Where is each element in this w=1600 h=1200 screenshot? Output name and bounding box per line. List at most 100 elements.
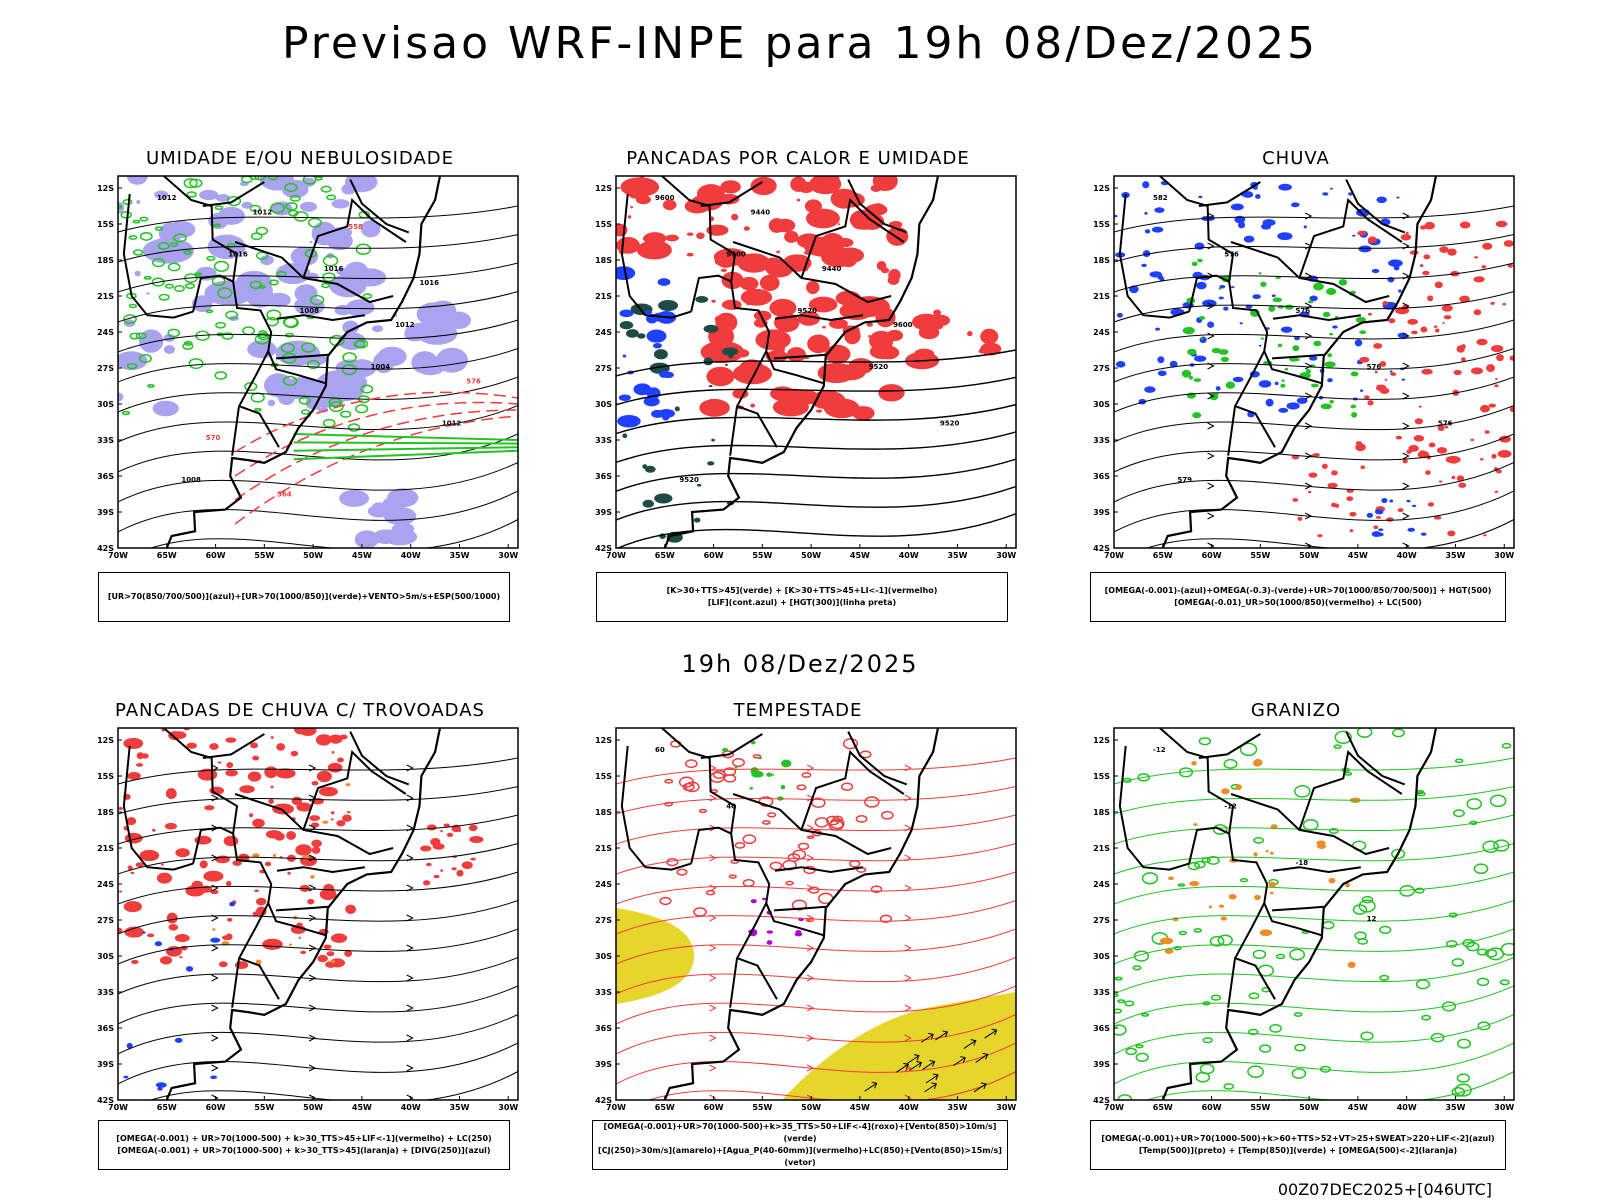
field-contour <box>785 880 795 886</box>
field-patch <box>1378 528 1384 532</box>
field-patch <box>221 250 224 253</box>
legend-line: [UR>70(850/700/500)](azul)+[UR>70(1000/8… <box>107 592 501 601</box>
field-patch <box>317 407 329 413</box>
field-contour <box>1466 798 1483 810</box>
flow-arrow <box>211 794 219 802</box>
border-line <box>1188 274 1269 456</box>
field-patch <box>387 488 419 508</box>
wind-vector <box>924 1082 938 1093</box>
lon-tick-label: 40W <box>401 1103 421 1112</box>
field-contour <box>880 810 894 820</box>
map-umidade[interactable]: 1012 1016 1008 1004 1012 1008 1012 1016 1012 576 5… <box>80 174 520 604</box>
isoline <box>1114 757 1514 785</box>
lon-tick-label: 35W <box>947 551 967 560</box>
field-patch <box>1142 181 1150 189</box>
field-patch <box>252 911 260 917</box>
flow-arrow <box>1402 332 1410 340</box>
field-contour <box>242 326 256 336</box>
rh-contour <box>293 449 518 461</box>
legend-line: [OMEGA(-0.001)+UR>70(1000-500)+k>35_TTS>… <box>603 1122 997 1143</box>
legend-box: [OMEGA(-0.001) + UR>70(1000-500) + k>30_… <box>98 1120 510 1170</box>
field-patch <box>1278 183 1292 191</box>
lat-tick-label: 15S <box>1093 220 1110 229</box>
map-tempestade[interactable]: 60 40 12S 15S 18S 21S 24S 27S 30S 33S 36S 39S 42S70W… <box>578 726 1018 1156</box>
field-patch <box>1151 226 1164 233</box>
flow-arrow <box>1402 482 1410 490</box>
field-patch <box>1360 465 1366 469</box>
flow-arrow <box>806 1064 815 1072</box>
contour-label: 1016 <box>228 250 248 258</box>
border-line <box>302 749 407 831</box>
border-line <box>700 733 763 759</box>
field-patch <box>1192 412 1202 419</box>
lat-tick-label: 18S <box>97 256 114 265</box>
field-contour <box>1294 1043 1306 1052</box>
isoline <box>1114 490 1514 533</box>
isoline <box>616 349 1016 377</box>
field-patch <box>1437 424 1445 432</box>
field-patch <box>290 388 298 395</box>
field-patch <box>1438 480 1443 483</box>
flow-arrow <box>406 1064 414 1072</box>
map-frame <box>117 727 519 1101</box>
rh-contour <box>293 446 518 452</box>
field-contour <box>1489 794 1507 808</box>
field-patch <box>1411 330 1418 335</box>
field-patch <box>815 176 831 182</box>
field-contour <box>769 861 783 871</box>
field-patch <box>446 311 472 330</box>
field-patch <box>644 310 653 315</box>
field-contour <box>864 796 880 808</box>
field-patch <box>330 959 336 964</box>
field-patch <box>275 263 311 285</box>
field-patch <box>1355 443 1366 452</box>
field-contour <box>1322 921 1335 930</box>
wind-vector <box>896 1062 909 1073</box>
field-patch <box>1418 450 1427 457</box>
field-patch <box>721 347 739 356</box>
field-patch <box>1473 256 1479 259</box>
field-patch <box>797 181 815 194</box>
flow-arrow <box>1402 362 1410 370</box>
field-patch <box>1445 455 1461 464</box>
field-patch <box>1346 496 1354 502</box>
map-granizo[interactable]: -12 -12 -18 12 12S 15S 18S 21S 24S 27S 30S 33S 36S 39… <box>1076 726 1516 1156</box>
border-line <box>122 745 194 871</box>
contour-label: 576 <box>1438 420 1453 428</box>
field-patch <box>1387 276 1395 283</box>
field-contour <box>761 820 771 825</box>
flow-arrow <box>1402 392 1410 400</box>
field-patch <box>980 342 1002 356</box>
contour-label: 1012 <box>395 321 415 329</box>
field-patch <box>210 889 219 895</box>
field-contour <box>1135 1052 1149 1062</box>
isoline <box>616 376 1016 406</box>
border-line <box>737 957 778 1000</box>
field-contour <box>1333 744 1342 749</box>
field-patch <box>837 223 841 226</box>
isoline <box>616 814 1016 845</box>
field-patch <box>1114 214 1118 218</box>
field-patch <box>686 232 694 236</box>
lon-tick-label: 55W <box>752 551 772 560</box>
border-line <box>349 731 410 786</box>
field-patch <box>1473 309 1482 316</box>
map-pancadas-calor[interactable]: 9600 9600 9520 9520 9520 9520 9440 9440 9600 12S 1… <box>578 174 1018 604</box>
lat-tick-label: 15S <box>97 772 114 781</box>
field-patch <box>168 924 179 931</box>
field-contour <box>300 409 311 415</box>
field-patch <box>241 201 253 209</box>
contour-label: 1004 <box>371 363 391 371</box>
lat-tick-label: 30S <box>595 400 612 409</box>
field-patch <box>721 747 729 752</box>
field-patch <box>1327 482 1338 489</box>
border-line <box>1263 902 1324 937</box>
border-line <box>800 197 905 279</box>
field-patch <box>163 345 175 354</box>
coastline <box>663 728 940 1100</box>
field-contour <box>1477 1021 1491 1031</box>
field-patch <box>1418 405 1422 408</box>
map-chuva[interactable]: 582 576 576 576 576 579 12S 15S 18S 21S 24S 27S 30S 3… <box>1076 174 1516 604</box>
field-patch <box>1420 532 1427 536</box>
